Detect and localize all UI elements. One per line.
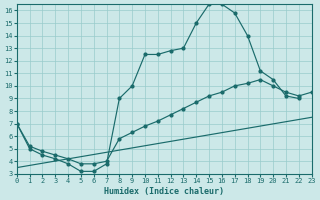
X-axis label: Humidex (Indice chaleur): Humidex (Indice chaleur)	[104, 187, 224, 196]
